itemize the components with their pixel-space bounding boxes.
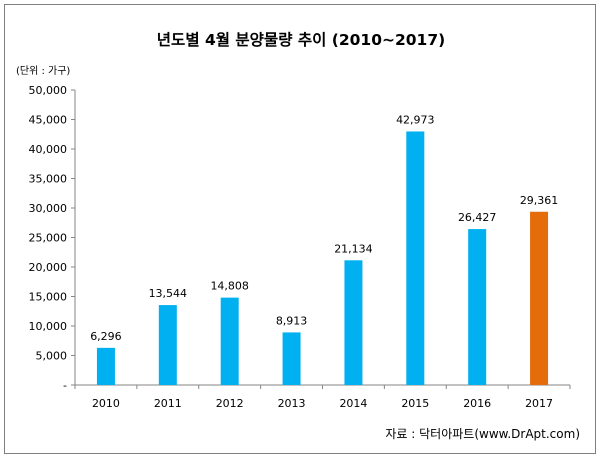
bar-2013 [282,332,301,385]
y-tick-label: 30,000 [29,202,68,215]
data-label-2015: 42,973 [396,113,435,126]
bar-2016 [468,229,487,385]
bar-2015 [406,131,425,385]
data-label-2013: 8,913 [276,314,308,327]
x-tick-label-2014: 2014 [339,397,367,410]
y-tick-label: 25,000 [29,232,68,245]
source-note: 자료 : 닥터아파트(www.DrApt.com) [385,427,580,441]
bar-2014 [344,260,363,385]
bar-2010 [96,347,115,385]
y-tick-label: 45,000 [29,114,68,127]
data-label-2011: 13,544 [149,287,188,300]
bar-2012 [220,297,239,385]
x-tick-label-2013: 2013 [278,397,306,410]
data-label-2010: 6,296 [90,330,122,343]
x-tick-label-2010: 2010 [92,397,120,410]
y-tick-label: 10,000 [29,320,68,333]
x-tick-label-2017: 2017 [525,397,553,410]
y-tick-label: 15,000 [29,291,68,304]
y-tick-label: 20,000 [29,261,68,274]
data-label-2014: 21,134 [334,242,373,255]
x-tick-label-2015: 2015 [401,397,429,410]
bar-2017 [530,211,549,385]
y-tick-label: 50,000 [29,84,68,97]
chart-title: 년도별 4월 분양물량 추이 (2010~2017) [156,31,446,49]
bar-2011 [158,305,177,385]
x-tick-label-2012: 2012 [216,397,244,410]
x-tick-label-2016: 2016 [463,397,491,410]
data-label-2017: 29,361 [520,194,559,207]
y-tick-label: 5,000 [36,350,68,363]
data-label-2012: 14,808 [210,280,249,293]
x-tick-label-2011: 2011 [154,397,182,410]
y-tick-label: 35,000 [29,173,68,186]
unit-label: (단위 : 가구) [16,66,71,77]
y-tick-label: 40,000 [29,143,68,156]
data-label-2016: 26,427 [458,211,497,224]
y-tick-label: - [63,379,67,392]
